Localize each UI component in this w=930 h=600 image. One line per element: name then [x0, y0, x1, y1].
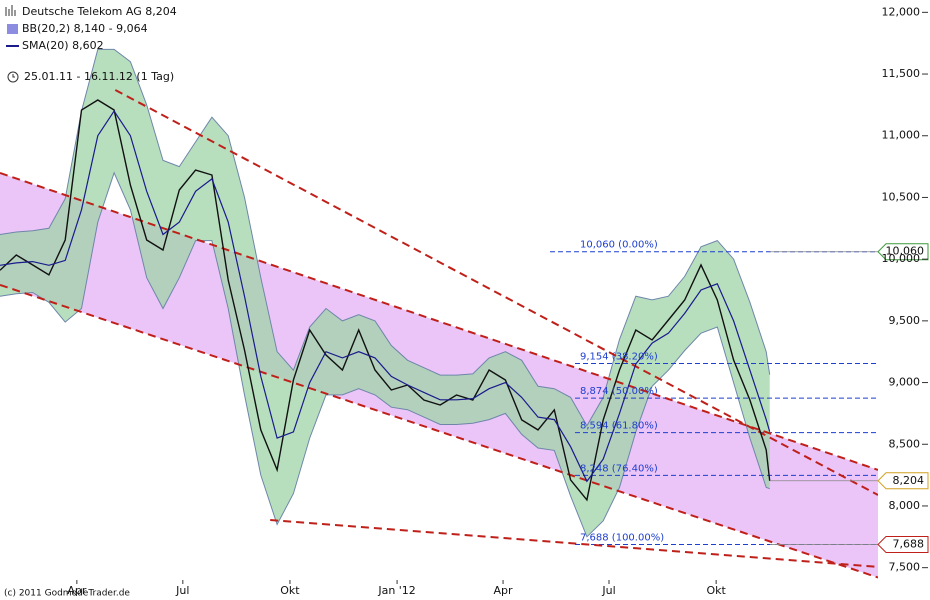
y-tick-label: 10,000: [882, 252, 921, 265]
trendline: [114, 89, 878, 496]
x-tick-label: Jan '12: [377, 584, 415, 597]
fib-label: 10,060 (0.00%): [580, 240, 658, 251]
price-line: [0, 99, 771, 502]
band-upper: [0, 48, 771, 427]
legend-label: SMA(20) 8,602: [22, 39, 104, 52]
overlay: 10,060 (0.00%) 9,154 (38.20%) 8,874 (50.00…: [5, 5, 929, 597]
price-tag-label: 7,688: [893, 537, 925, 550]
subtitle: 25.01.11 - 16.11.12 (1 Tag): [24, 70, 174, 83]
clock-icon-hand: [12, 74, 15, 78]
x-tick-label: Apr: [67, 584, 87, 597]
sma-line: [0, 110, 771, 483]
fib-label: 9,154 (38.20%): [580, 352, 658, 363]
price-tag: [877, 535, 929, 553]
x-tick-label: Apr: [494, 584, 514, 597]
y-tick-label: 7,500: [889, 561, 921, 574]
price-tag-label: 10,060: [886, 245, 925, 258]
y-tick-label: 8,000: [889, 499, 921, 512]
fib-label: 8,874 (50.00%): [580, 386, 658, 397]
trendline: [270, 519, 878, 568]
price-tag-label: 8,204: [893, 474, 925, 487]
y-tick-label: 10,500: [882, 190, 921, 203]
legend-label: BB(20,2) 8,140 - 9,064: [22, 22, 148, 35]
plot-area: [0, 48, 878, 579]
legend-swatch: [7, 24, 18, 34]
fib-label: 8,248 (76.40%): [580, 463, 658, 474]
price-tag: [877, 472, 929, 490]
trendline: [0, 172, 878, 471]
y-tick-label: 9,000: [889, 376, 921, 389]
y-tick-label: 11,000: [882, 129, 921, 142]
x-tick-label: Okt: [706, 584, 726, 597]
x-tick-label: Jul: [601, 584, 615, 597]
y-tick-label: 8,500: [889, 437, 921, 450]
y-tick-label: 11,500: [882, 67, 921, 80]
fib-label: 7,688 (100.00%): [580, 532, 664, 543]
x-tick-label: Okt: [280, 584, 300, 597]
trendline: [0, 283, 878, 579]
price-tag: [877, 243, 929, 261]
legend-icon: [5, 5, 16, 16]
fib-label: 8,594 (61.80%): [580, 421, 658, 432]
y-tick-label: 9,500: [889, 314, 921, 327]
legend-label: Deutsche Telekom AG 8,204: [22, 5, 177, 18]
source: (c) 2011 GodmodeTrader.de: [4, 589, 130, 599]
band-lower: [0, 171, 770, 538]
y-tick-label: 12,000: [882, 5, 921, 18]
x-tick-label: Jul: [175, 584, 189, 597]
clock-icon: [7, 71, 19, 83]
bollinger-band: [0, 49, 770, 537]
